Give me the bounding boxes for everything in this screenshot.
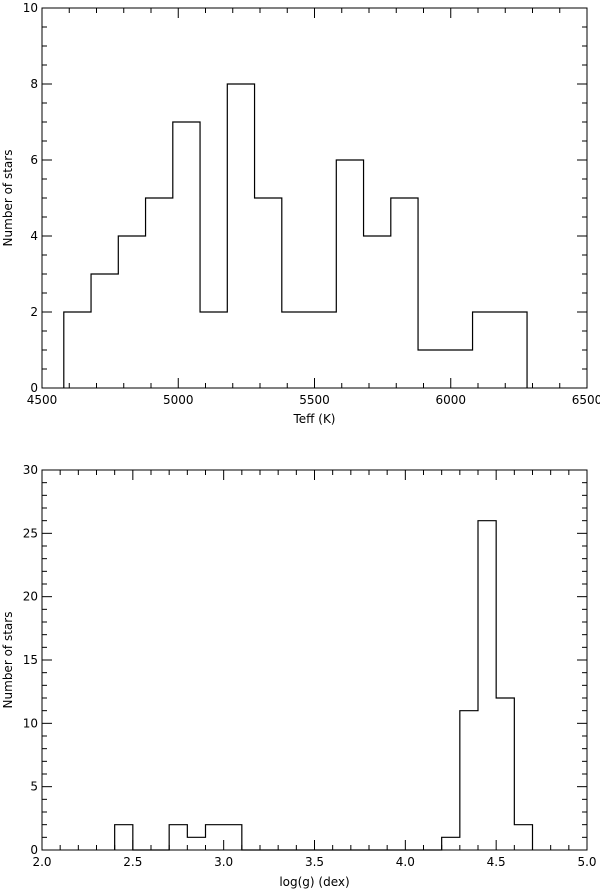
histogram-bin: [169, 825, 187, 850]
x-tick-label: 6500: [572, 393, 600, 407]
x-tick-label: 2.5: [123, 855, 142, 869]
y-axis-label: Number of stars: [1, 612, 15, 709]
histogram-bin: [200, 312, 227, 388]
x-axis-label: Teff (K): [293, 412, 336, 426]
histogram-bin: [118, 236, 145, 388]
histogram-bin: [309, 312, 336, 388]
plot-frame: [41, 469, 588, 851]
x-tick-label: 4.0: [396, 855, 415, 869]
histogram-bin: [115, 825, 133, 850]
y-tick-label: 15: [23, 653, 38, 667]
y-tick-label: 0: [30, 843, 38, 857]
x-tick-label: 5.0: [577, 855, 596, 869]
y-tick-label: 30: [23, 463, 38, 477]
y-tick-label: 20: [23, 590, 38, 604]
histogram-bin: [91, 274, 118, 388]
histogram-bin: [173, 122, 200, 388]
y-tick-label: 2: [30, 305, 38, 319]
x-tick-label: 6000: [435, 393, 466, 407]
histogram-bin: [146, 198, 173, 388]
teff-histogram-panel: 4500 5000 5500 6000 6500 0 2 4 6 8 10 Teff (K) Numbe…: [1, 1, 600, 426]
y-tick-label: 4: [30, 229, 38, 243]
logg-histogram-panel: 2.0 2.5 3.0 3.5 4.0 4.5 5.0 0 5 10 15 20 25 30 log(g) …: [1, 463, 597, 889]
histogram-bin: [364, 236, 391, 388]
histogram-bin: [445, 350, 472, 388]
histogram-bin: [64, 312, 91, 388]
histogram-step-line: [63, 83, 528, 388]
histogram-bin: [478, 521, 496, 850]
plot-frame: [41, 7, 588, 389]
histogram-bars: [115, 521, 533, 850]
histogram-bin: [442, 837, 460, 850]
histogram-bin: [206, 825, 224, 850]
histogram-bin: [282, 312, 309, 388]
x-tick-label: 5500: [299, 393, 330, 407]
x-tick-label: 4.5: [487, 855, 506, 869]
histogram-bin: [224, 825, 242, 850]
x-tick-label: 4500: [27, 393, 58, 407]
x-tick-label: 2.0: [32, 855, 51, 869]
histogram-step-line: [114, 520, 534, 851]
y-tick-label: 8: [30, 77, 38, 91]
y-tick-label: 0: [30, 381, 38, 395]
y-tick-label: 10: [23, 1, 38, 15]
y-tick-label: 6: [30, 153, 38, 167]
histogram-bin: [418, 350, 445, 388]
histogram-bin: [255, 198, 282, 388]
histogram-bin: [336, 160, 363, 388]
histogram-bin: [460, 711, 478, 850]
y-axis-label: Number of stars: [1, 150, 15, 247]
histogram-bin: [473, 312, 500, 388]
histogram-bin: [496, 698, 514, 850]
histogram-bin: [227, 84, 254, 388]
histogram-bin: [514, 825, 532, 850]
x-axis-label: log(g) (dex): [279, 875, 349, 889]
y-tick-label: 25: [23, 526, 38, 540]
y-tick-label: 5: [30, 780, 38, 794]
histogram-bin: [187, 837, 205, 850]
x-tick-label: 3.5: [305, 855, 324, 869]
histogram-bin: [500, 312, 527, 388]
histogram-bin: [391, 198, 418, 388]
x-tick-label: 3.0: [214, 855, 233, 869]
x-tick-label: 5000: [163, 393, 194, 407]
y-tick-label: 10: [23, 716, 38, 730]
